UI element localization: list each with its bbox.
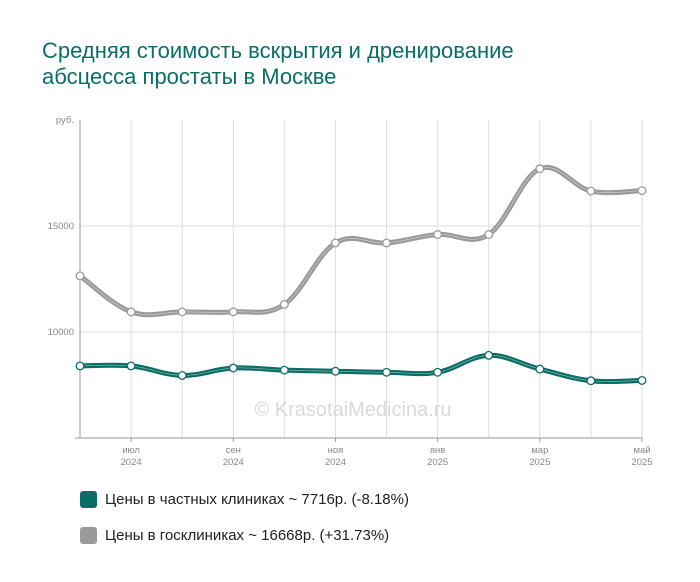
watermark: © KrasotaiMedicina.ru [254, 399, 451, 421]
series-line-private [77, 352, 645, 385]
legend-label-private: Цены в частных клиниках ~ 7716р. (-8.18%… [105, 490, 409, 508]
data-point-private [177, 371, 187, 380]
x-tick-label: сен [226, 445, 241, 456]
data-point-public [433, 230, 443, 239]
data-point-private [637, 375, 647, 385]
data-point-public [637, 186, 647, 196]
x-tick-year-label: 2024 [325, 457, 346, 468]
data-point-private [535, 364, 545, 374]
x-tick-year-label: 2024 [223, 457, 244, 468]
data-point-private [484, 350, 494, 360]
x-tick-label: июл [122, 445, 140, 456]
series-line-highlight [79, 355, 643, 382]
data-point-public [279, 299, 289, 309]
chart-title: Средняя стоимость вскрытия и дренировани… [42, 38, 662, 90]
data-point-public [535, 164, 545, 174]
data-point-public [382, 238, 391, 248]
data-point-public [228, 307, 238, 317]
data-point-public [586, 186, 596, 196]
chart-title-line-1: Средняя стоимость вскрытия и дренировани… [42, 38, 514, 63]
y-axis-label: руб. [56, 115, 74, 126]
data-point-private [382, 367, 391, 377]
data-point-public [126, 307, 136, 317]
y-tick-label: 10000 [48, 327, 74, 338]
legend-swatch-private [80, 490, 97, 508]
data-point-public [484, 230, 494, 239]
series-line-public [77, 164, 645, 318]
data-point-public [177, 307, 187, 317]
data-point-public [75, 271, 85, 281]
x-tick-year-label: 2024 [121, 457, 142, 468]
x-tick-label: май [633, 445, 650, 456]
x-tick-label: мар [531, 445, 548, 456]
x-tick-year-label: 2025 [529, 457, 550, 468]
x-tick-label: янв [430, 445, 445, 456]
legend-swatch-public [80, 526, 97, 544]
x-tick-label: ноя [328, 445, 344, 456]
data-point-private [586, 376, 596, 386]
data-point-public [331, 238, 340, 248]
y-tick-label: 15000 [48, 221, 74, 232]
x-tick-year-label: 2025 [631, 457, 652, 468]
legend-item-public[interactable]: Цены в госклиниках ~ 16668р. (+31.73%) [80, 524, 409, 546]
data-point-private [228, 363, 238, 373]
data-point-private [75, 361, 85, 371]
data-point-private [433, 367, 443, 377]
legend-item-private[interactable]: Цены в частных клиниках ~ 7716р. (-8.18%… [80, 488, 409, 510]
legend: Цены в частных клиниках ~ 7716р. (-8.18%… [80, 488, 409, 560]
data-point-private [331, 366, 340, 376]
legend-label-public: Цены в госклиниках ~ 16668р. (+31.73%) [105, 526, 390, 544]
chart-title-line-2: абсцесса простаты в Москве [42, 64, 337, 89]
data-point-private [126, 361, 136, 371]
x-tick-year-label: 2025 [427, 457, 448, 468]
data-point-private [279, 365, 289, 375]
